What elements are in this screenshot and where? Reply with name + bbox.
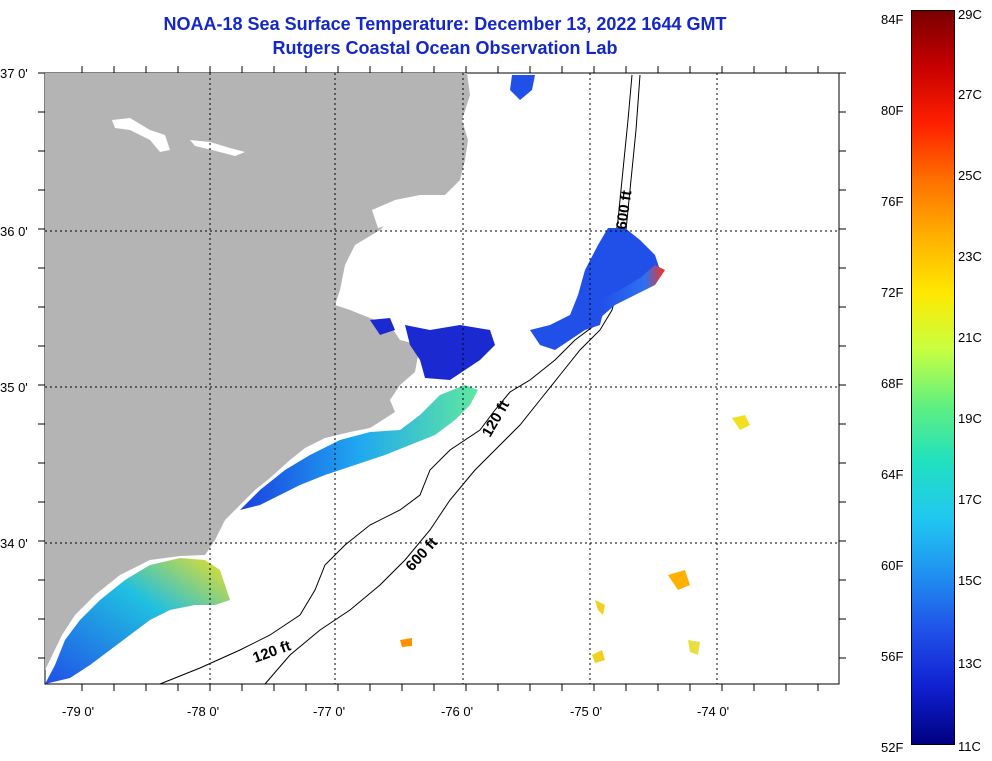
- colorbar-f-label: 52F: [881, 740, 904, 755]
- colorbar-c-label: 13C: [958, 656, 982, 671]
- lon-label: -76 0': [441, 704, 473, 719]
- sst-patch-small: [732, 415, 750, 430]
- sst-patch-small: [595, 600, 605, 615]
- colorbar-c-label: 21C: [958, 330, 982, 345]
- lon-label: -79 0': [62, 704, 94, 719]
- colorbar-f-label: 68F: [881, 376, 904, 391]
- sst-patch-hatteras: [530, 228, 660, 350]
- lon-label: -74 0': [697, 704, 729, 719]
- map-title: NOAA-18 Sea Surface Temperature: Decembe…: [163, 14, 727, 34]
- sst-patch-onslow: [240, 385, 478, 510]
- lat-lon-grid: [45, 73, 839, 684]
- sst-patch-small: [592, 650, 605, 663]
- colorbar-f-label: 80F: [881, 103, 904, 118]
- sst-patch-north: [510, 75, 535, 100]
- colorbar-f-label: 84F: [881, 12, 904, 27]
- lake: [190, 140, 245, 156]
- lon-label: -78 0': [187, 704, 219, 719]
- sst-patch-southwest: [45, 558, 230, 684]
- sst-patch-gulf-stream: [600, 265, 665, 318]
- sound: [372, 140, 525, 305]
- lat-label: 34 0': [0, 536, 28, 551]
- lon-label: -75 0': [570, 704, 602, 719]
- sst-patch-small: [668, 570, 690, 590]
- map-subtitle: Rutgers Coastal Ocean Observation Lab: [272, 38, 618, 58]
- colorbar-c-label: 15C: [958, 573, 982, 588]
- colorbar-c-label: 27C: [958, 87, 982, 102]
- colorbar-c-label: 29C: [958, 7, 982, 22]
- contour-label: 600 ft: [613, 189, 635, 230]
- sst-patch-small: [400, 638, 412, 647]
- colorbar-c-label: 23C: [958, 249, 982, 264]
- lat-label: 35 0': [0, 380, 28, 395]
- lat-label: 36 0': [0, 224, 28, 239]
- colorbar-c-label: 19C: [958, 411, 982, 426]
- sst-patch-pamlico-small: [370, 318, 395, 335]
- colorbar-f-label: 60F: [881, 558, 904, 573]
- colorbar-f-label: 76F: [881, 194, 904, 209]
- sst-patch-pamlico: [405, 325, 495, 380]
- colorbar-c-label: 17C: [958, 492, 982, 507]
- colorbar-f-label: 56F: [881, 649, 904, 664]
- axis-ticks: [38, 66, 846, 691]
- temperature-colorbar: [911, 10, 955, 745]
- colorbar-c-label: 25C: [958, 168, 982, 183]
- lon-label: -77 0': [313, 704, 345, 719]
- land-mass: [45, 73, 480, 670]
- lake: [112, 118, 170, 152]
- lat-label: 37 0': [0, 66, 28, 81]
- colorbar-f-label: 64F: [881, 467, 904, 482]
- sst-patch-small: [688, 640, 700, 655]
- colorbar-f-label: 72F: [881, 285, 904, 300]
- colorbar-c-label: 11C: [958, 739, 981, 754]
